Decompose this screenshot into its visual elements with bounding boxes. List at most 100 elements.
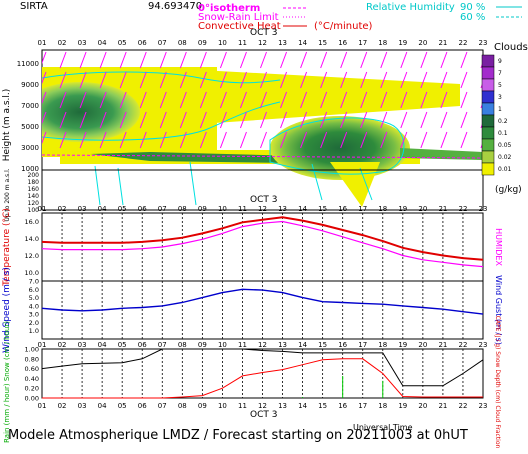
x-tick-label: 04: [98, 341, 107, 349]
x-tick-label: 05: [118, 205, 127, 213]
wind-arrow: [219, 71, 227, 89]
temperature-line: [41, 216, 484, 261]
x-tick-label: 19: [398, 205, 407, 213]
x-tick-label: 09: [198, 39, 207, 47]
temperature-grid: [61, 213, 464, 281]
x-tick-label: 01: [38, 402, 47, 410]
wind-arrow: [260, 71, 267, 89]
wind-arrow: [239, 111, 247, 129]
wind-arrow: [340, 51, 348, 69]
wind-arrow: [159, 91, 167, 109]
wind-arrow: [159, 71, 167, 89]
rh-contour-2: [42, 101, 281, 141]
wind-arrow: [159, 51, 167, 69]
colorbar-tick-label: 9: [498, 58, 502, 65]
wind-arrow: [139, 71, 147, 89]
wind-arrow: [300, 51, 308, 69]
cape-ylabel: CAPE (J / g) Snow Depth (cm) Cloud Fract…: [494, 316, 501, 449]
wind-arrow: [300, 131, 308, 149]
wind-arrow: [159, 131, 167, 149]
cloud-y-tick-label: 11000: [17, 60, 39, 68]
colorbar-swatch: [481, 114, 495, 128]
wind-arrow: [99, 71, 107, 89]
wind-arrow: [119, 91, 127, 109]
x-tick-label: 21: [438, 39, 447, 47]
x-tick-label: 18: [378, 39, 387, 47]
x-tick-label: 09: [198, 402, 207, 410]
x-tick-label: 22: [458, 341, 467, 349]
mid-x-tick-labels: 01 02 03 04 05 06 07 08 09 10 11 12 13 14 15 16 17 18 19 20…: [38, 205, 488, 213]
wind-arrow: [42, 51, 47, 65]
x-tick-label: 23: [479, 39, 488, 47]
x-tick-label: 02: [58, 402, 67, 410]
x-tick-label: 04: [98, 402, 107, 410]
date-label-top: OCT 3: [250, 28, 277, 38]
x-tick-label: 07: [158, 402, 167, 410]
wind-arrow: [239, 131, 247, 149]
wind-arrow: [119, 71, 127, 89]
wind-arrow: [300, 91, 308, 109]
x-tick-label: 19: [398, 341, 407, 349]
wind-arrow: [400, 71, 408, 89]
x-tick-label: 19: [398, 39, 407, 47]
wind-arrow: [420, 91, 428, 109]
wind-arrow: [380, 131, 388, 149]
wind-arrow: [139, 131, 147, 149]
rh-contour-3: [269, 117, 405, 175]
wind-arrow: [440, 131, 448, 149]
site-coords: 94.693470: [148, 1, 202, 12]
wind-arrow: [179, 71, 187, 89]
convective-label: Convective Heat: [198, 21, 281, 32]
colorbar-swatch: [481, 102, 495, 116]
wind-arrow: [460, 91, 468, 109]
x-tick-label: 15: [318, 402, 327, 410]
x-tick-label: 08: [178, 341, 187, 349]
wind-arrow: [239, 71, 247, 89]
y-tick-label: 0.80: [25, 355, 39, 363]
wind-arrow: [42, 111, 47, 125]
x-tick-label: 12: [258, 205, 267, 213]
x-tick-label: 11: [238, 205, 247, 213]
wind-arrow: [380, 111, 388, 129]
y-tick-label: 16.0: [25, 218, 39, 226]
x-tick-label: 05: [118, 402, 127, 410]
colorbar-tick-label: 0.05: [498, 142, 512, 149]
cloud-y-tick-label: 7000: [21, 102, 39, 110]
y-tick-label: 4.0: [29, 302, 39, 310]
wind-arrow: [320, 131, 328, 149]
x-tick-label: 14: [298, 39, 307, 47]
top-x-tick-labels: 01 02 03 04 05 06 07 08 09 10 11 12 13 14 15 16 17 18 19 20…: [38, 39, 488, 47]
rain-bars: [302, 375, 384, 398]
x-tick-label: 04: [98, 39, 107, 47]
wind-arrow: [300, 111, 308, 129]
x-tick-label: 15: [318, 341, 327, 349]
wind-arrow: [79, 131, 87, 149]
x-tick-label: 22: [458, 402, 467, 410]
wind-arrow: [280, 71, 288, 89]
wind-arrow: [199, 131, 207, 149]
wind-arrow: [199, 51, 207, 69]
wind-arrow: [440, 91, 448, 109]
wind-arrow: [59, 71, 67, 89]
wind-arrow: [119, 111, 127, 129]
date-label-mid: OCT 3: [250, 195, 277, 205]
y-tick-label: 10.0: [25, 269, 39, 277]
rh-90: 90 %: [460, 2, 485, 13]
x-tick-label: 16: [338, 205, 347, 213]
wind-arrow: [400, 91, 408, 109]
colorbar-swatch: [481, 150, 495, 164]
y-tick-label: 0.60: [25, 365, 39, 373]
bottom-x-tick-labels: 01 02 03 04 05 06 07 08 09 10 11 12 13 14 15 16 17 18 19 20…: [38, 402, 488, 410]
wind-arrow: [280, 111, 288, 129]
x-tick-label: 17: [358, 39, 367, 47]
universal-time-label: Universal Time: [353, 423, 413, 432]
x-tick-label: 01: [38, 341, 47, 349]
x-tick-label: 18: [378, 341, 387, 349]
wind-arrow: [239, 91, 247, 109]
wind-arrow: [420, 51, 428, 69]
x-tick-label: 05: [118, 341, 127, 349]
wind-arrow: [59, 131, 67, 149]
wind-arrow: [280, 131, 288, 149]
